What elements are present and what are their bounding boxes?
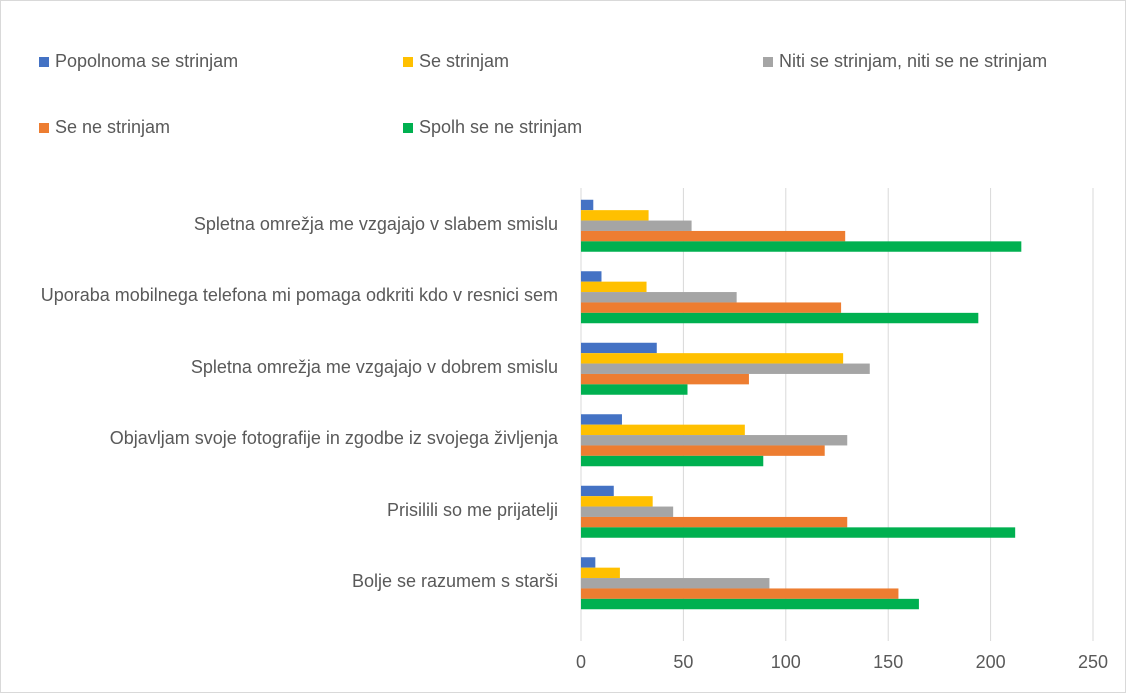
bar: [581, 302, 842, 313]
legend-label: Popolnoma se strinjam: [55, 51, 239, 71]
legend-label: Se strinjam: [419, 51, 510, 71]
x-tick-label: 250: [1078, 652, 1108, 672]
category-label: Uporaba mobilnega telefona mi pomaga odk…: [40, 285, 558, 306]
legend-item: Se ne strinjam: [39, 117, 170, 138]
bar: [581, 353, 844, 364]
bar: [581, 557, 596, 568]
bar: [581, 567, 620, 579]
bar: [581, 312, 979, 324]
bar: [581, 220, 692, 231]
bar: [581, 527, 1016, 538]
legend-label: Spolh se ne strinjam: [419, 117, 583, 137]
bar: [581, 516, 848, 528]
bar: [581, 199, 594, 211]
bar: [581, 241, 1022, 252]
legend-item: Niti se strinjam, niti se ne strinjam: [763, 51, 1047, 72]
bar: [581, 373, 749, 385]
legend-item: Spolh se ne strinjam: [403, 117, 582, 138]
legend-item: Popolnoma se strinjam: [39, 51, 238, 72]
category-label: Spletna omrežja me vzgajajo v dobrem smi…: [190, 356, 558, 377]
bar: [581, 210, 649, 221]
category-label: Objavljam svoje fotografije in zgodbe iz…: [109, 428, 558, 449]
x-tick-label: 50: [673, 652, 693, 672]
bar: [581, 598, 919, 610]
bar: [581, 496, 653, 507]
legend-swatch: [403, 56, 413, 67]
bar: [581, 435, 848, 446]
bar: [581, 292, 737, 303]
category-label: Spletna omrežja me vzgajajo v slabem smi…: [193, 213, 558, 234]
legend-swatch: [403, 122, 413, 133]
legend-swatch: [763, 56, 773, 67]
bar: [581, 414, 622, 425]
category-label: Bolje se razumem s starši: [351, 571, 558, 592]
category-label: Prisilili so me prijatelji: [386, 499, 558, 520]
bar: [581, 384, 688, 395]
legend-label: Niti se strinjam, niti se ne strinjam: [779, 51, 1048, 71]
bar: [581, 506, 674, 517]
legend-swatch: [39, 122, 49, 133]
legend-item: Se strinjam: [403, 51, 509, 72]
legend-label: Se ne strinjam: [55, 117, 171, 137]
bar: [581, 342, 657, 354]
x-tick-label: 150: [873, 652, 903, 672]
x-tick-label: 200: [976, 652, 1006, 672]
bar: [581, 588, 899, 599]
bar: [581, 363, 870, 374]
bar: [581, 455, 764, 467]
bar: [581, 424, 745, 436]
bar: [581, 485, 614, 497]
bar: [581, 281, 647, 293]
legend-swatch: [39, 56, 49, 67]
bar: [581, 230, 846, 242]
bar: [581, 271, 602, 282]
x-tick-label: 100: [771, 652, 801, 672]
x-tick-label: 0: [576, 652, 586, 672]
bar: [581, 445, 825, 456]
bar: [581, 578, 770, 589]
